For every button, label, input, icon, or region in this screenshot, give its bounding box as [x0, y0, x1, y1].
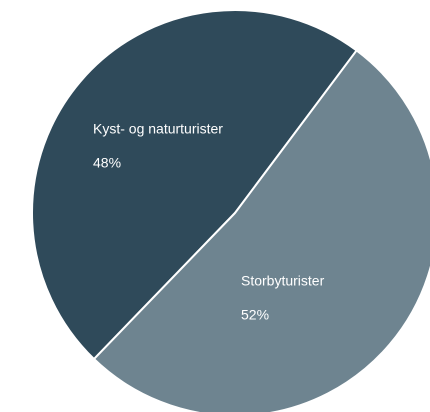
slice-label: Storbyturister — [241, 273, 325, 289]
slice-value-label: 52% — [241, 307, 269, 323]
pie-slice — [92, 49, 430, 412]
slice-value-label: 48% — [93, 155, 121, 171]
slice-label: Kyst- og naturturister — [93, 121, 223, 137]
pie-slice — [31, 9, 358, 361]
